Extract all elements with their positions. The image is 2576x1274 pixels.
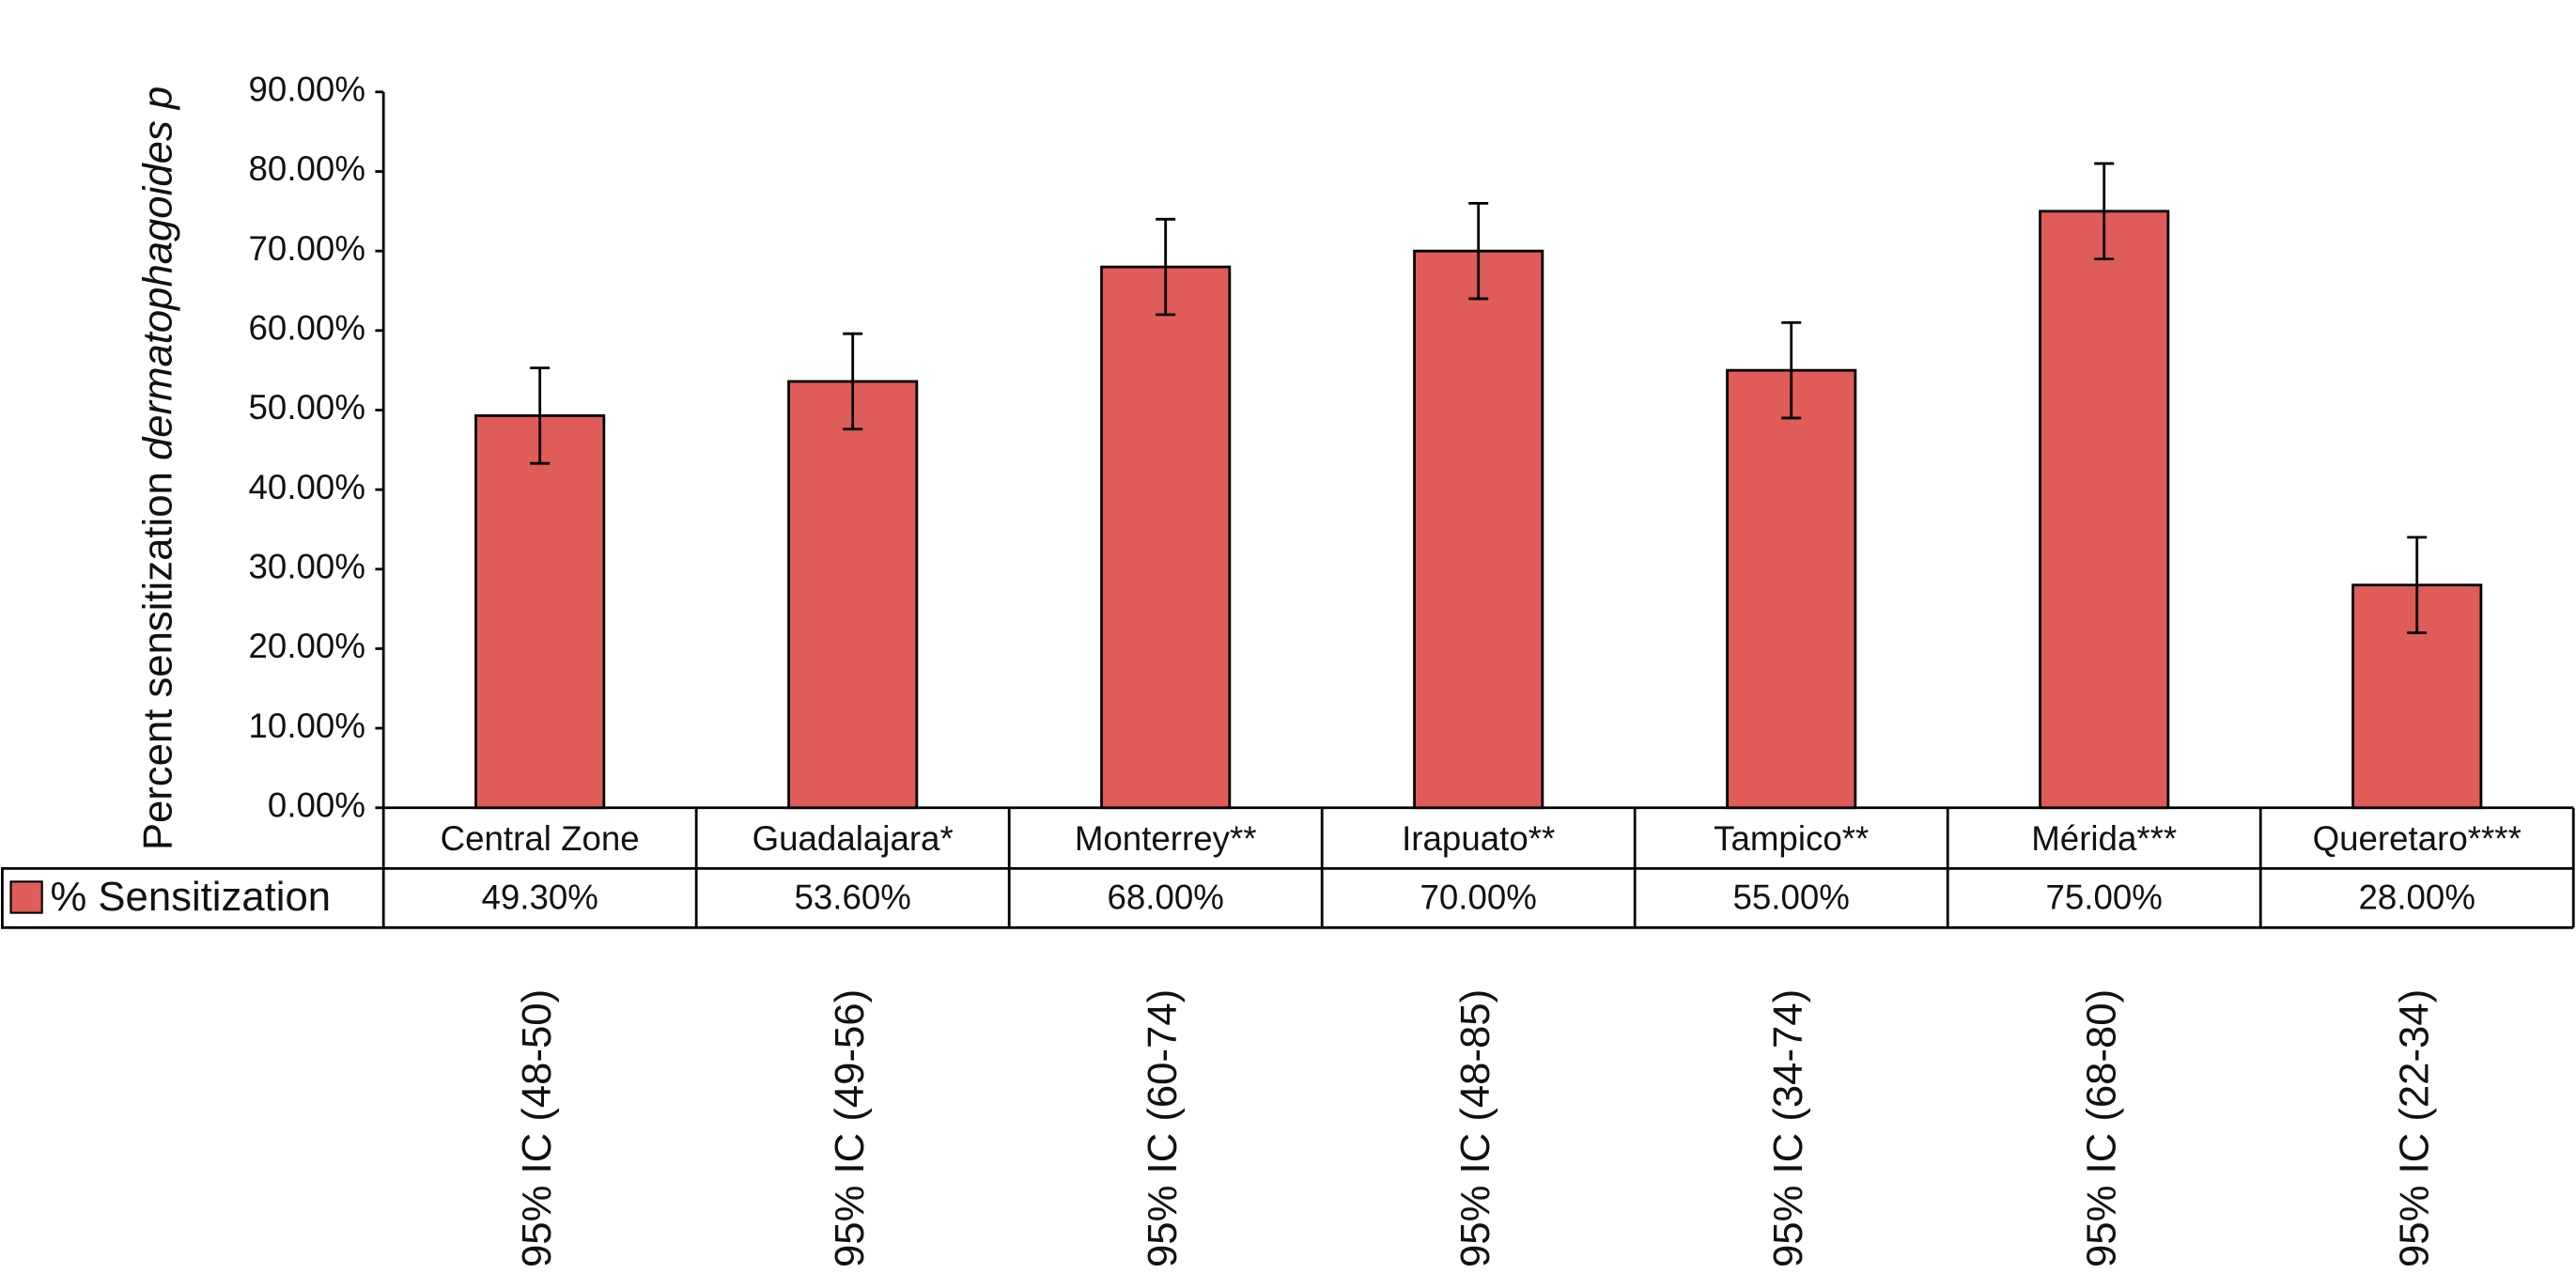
value-label: 70.00% xyxy=(1420,878,1536,916)
y-tick-label: 90.00% xyxy=(249,70,365,109)
x-tick-label: Monterrey** xyxy=(1075,819,1257,858)
y-label-plain: Percent sensitization xyxy=(134,472,180,850)
ci-label: 95% IC (48-85) xyxy=(1452,989,1498,1267)
bar xyxy=(1100,265,1232,810)
y-tick-label: 40.00% xyxy=(249,468,365,506)
bar xyxy=(2039,210,2170,810)
value-label: 68.00% xyxy=(1107,878,1223,916)
x-tick-label: Irapuato** xyxy=(1402,819,1555,858)
bar xyxy=(1413,249,1544,810)
value-label: 53.60% xyxy=(794,878,910,916)
bar xyxy=(474,413,606,810)
legend-label: % Sensitization xyxy=(50,874,331,920)
y-axis-label: Percent sensitization dermatophagoides p xyxy=(134,86,180,850)
y-tick-label: 30.00% xyxy=(249,547,365,585)
x-tick-label: Central Zone xyxy=(441,819,640,858)
bar xyxy=(1726,368,1857,810)
y-tick-label: 10.00% xyxy=(249,707,365,745)
value-label: 28.00% xyxy=(2359,878,2475,916)
x-tick-label: Tampico** xyxy=(1714,819,1869,858)
ci-label: 95% IC (22-34) xyxy=(2391,989,2437,1267)
y-tick-label: 0.00% xyxy=(268,785,365,824)
x-tick-label: Mérida*** xyxy=(2031,819,2177,858)
y-tick-label: 80.00% xyxy=(249,149,365,188)
x-tick-label: Queretaro**** xyxy=(2313,819,2522,858)
y-tick-label: 60.00% xyxy=(249,309,365,348)
value-label: 55.00% xyxy=(1732,878,1849,916)
bar xyxy=(787,380,919,810)
legend-swatch xyxy=(9,880,43,914)
ci-label: 95% IC (48-50) xyxy=(514,989,560,1267)
x-tick-label: Guadalajara* xyxy=(753,819,954,858)
y-tick-label: 20.00% xyxy=(249,627,365,665)
value-label: 75.00% xyxy=(2046,878,2163,916)
ci-label: 95% IC (60-74) xyxy=(1140,989,1186,1267)
ci-label: 95% IC (49-56) xyxy=(827,989,873,1267)
y-label-italic: dermatophagoides p xyxy=(134,86,180,460)
y-tick-label: 50.00% xyxy=(249,388,365,427)
ci-label: 95% IC (68-80) xyxy=(2078,989,2124,1267)
y-tick-label: 70.00% xyxy=(249,229,365,268)
ci-label: 95% IC (34-74) xyxy=(1765,989,1811,1267)
value-label: 49.30% xyxy=(481,878,597,916)
